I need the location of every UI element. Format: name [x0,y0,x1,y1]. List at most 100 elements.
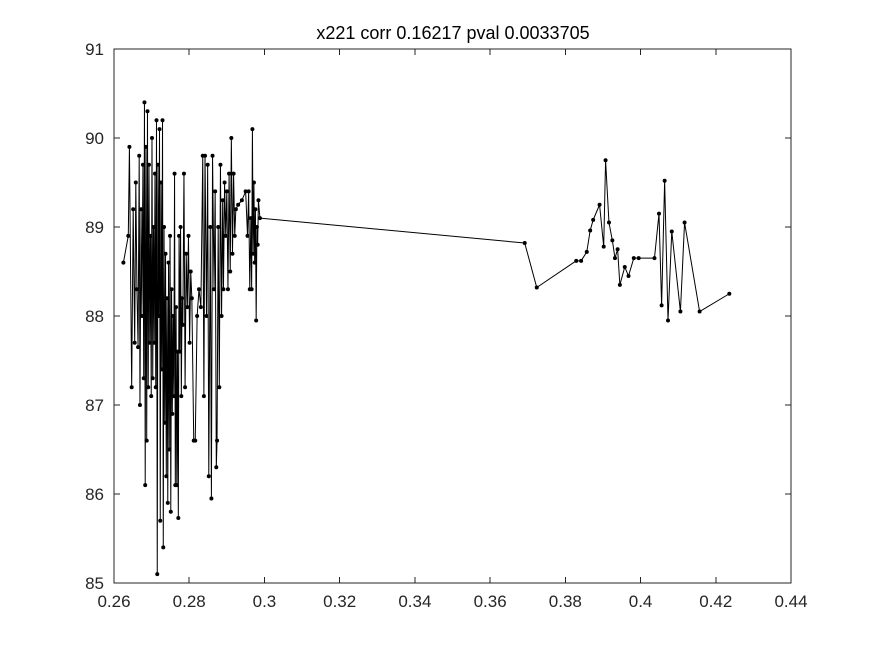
data-point [139,207,144,212]
data-point [141,376,146,381]
data-point [144,438,149,443]
data-point [143,144,148,149]
data-point [185,305,190,310]
data-point [626,273,631,278]
data-point [697,309,702,314]
data-point [219,314,224,318]
data-point [652,256,657,261]
data-point [224,189,229,194]
data-point [203,153,208,158]
data-point [232,233,237,238]
data-point [257,216,262,221]
data-point [727,291,732,296]
data-point [153,171,157,176]
data-point [156,314,161,318]
data-point [139,314,144,318]
data-point [168,509,173,514]
data-point [220,198,225,203]
data-point [168,233,173,238]
data-point [158,518,163,523]
data-point [137,153,142,158]
data-point [636,256,641,261]
data-point [197,287,201,292]
data-point [121,260,126,265]
data-point [212,287,217,292]
data-point [126,233,131,238]
data-point [230,251,235,256]
data-point [162,420,167,425]
data-point [213,189,218,194]
x-tick-label: 0.38 [549,592,582,611]
data-point [159,180,164,185]
data-point [233,207,238,212]
x-tick-label: 0.42 [699,592,732,611]
data-point [129,385,134,390]
data-point [180,296,185,301]
data-point [214,465,219,470]
data-point [227,171,232,176]
data-point [169,287,174,292]
data-point [579,258,584,263]
data-point [156,162,160,167]
data-point [157,127,162,132]
data-point [162,225,167,229]
data-point [245,233,250,238]
x-tick-label: 0.36 [474,592,507,611]
data-point [178,225,183,229]
data-point [591,217,596,222]
data-point [142,100,147,105]
y-tick-label: 86 [85,485,104,504]
data-point [161,545,166,550]
data-point [209,496,214,501]
data-point [189,296,194,301]
data-point [610,238,615,243]
y-tick-label: 85 [85,574,104,593]
data-point [248,216,253,221]
data-point [615,247,620,252]
data-point [174,305,179,310]
data-point [143,483,148,488]
data-point [150,376,155,381]
data-point [165,500,170,505]
data-point [254,318,259,323]
data-point [678,309,683,314]
data-point [127,144,132,149]
data-point [188,269,193,274]
data-point [622,265,627,270]
x-tick-label: 0.28 [173,592,206,611]
x-tick-label: 0.32 [323,592,356,611]
data-point [180,322,185,327]
data-point [631,256,636,261]
data-point [184,251,189,256]
data-point [250,127,255,132]
data-point [601,244,606,249]
data-point [187,340,192,345]
y-tick-label: 87 [85,396,104,415]
data-point [201,394,206,399]
data-point [221,287,226,292]
data-point [183,385,188,390]
data-point [617,282,622,287]
y-tick-label: 91 [85,40,104,59]
data-point [669,229,674,234]
data-point [166,260,171,265]
data-point [133,180,138,185]
data-point [177,233,182,238]
data-point [249,287,254,292]
data-point [146,385,151,390]
data-point [231,171,236,176]
data-point [588,228,593,233]
data-point [140,162,145,167]
data-point [198,305,203,310]
data-point [251,251,256,256]
data-point [195,314,200,318]
data-point [217,385,222,390]
data-point [236,202,241,207]
data-point [252,260,257,265]
x-tick-label: 0.44 [774,592,807,611]
data-point [603,158,608,163]
data-point [160,118,165,123]
data-point [148,233,153,238]
data-point [147,340,152,345]
data-point [682,220,687,225]
